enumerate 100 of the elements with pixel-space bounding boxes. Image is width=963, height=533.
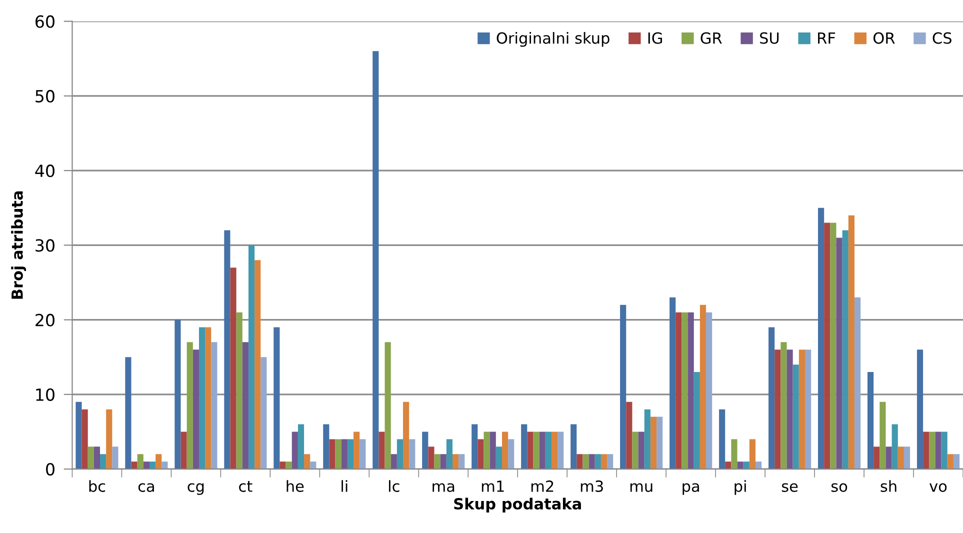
- bar: [656, 416, 663, 470]
- bar: [792, 364, 799, 470]
- bar: [354, 432, 360, 470]
- y-tick-label: 10: [36, 388, 54, 401]
- x-tick-label: so: [831, 483, 848, 492]
- bar: [570, 424, 577, 470]
- bar: [521, 424, 528, 470]
- bar: [551, 432, 558, 470]
- bar: [224, 230, 230, 470]
- bar: [384, 342, 391, 470]
- x-tick-label: sh: [880, 480, 896, 492]
- bar: [854, 297, 861, 470]
- x-tick-label: he: [286, 480, 304, 492]
- bar: [280, 462, 286, 470]
- x-tick-label: mu: [630, 483, 652, 492]
- legend-label: RF: [818, 32, 836, 44]
- bar: [472, 424, 478, 470]
- bar: [600, 454, 608, 470]
- bar: [335, 439, 342, 470]
- legend-label: IG: [648, 32, 662, 44]
- bar: [347, 439, 354, 470]
- bar: [953, 454, 960, 470]
- bar: [539, 432, 546, 470]
- bar: [947, 454, 954, 470]
- bar: [329, 439, 336, 470]
- bar: [274, 327, 280, 470]
- bar: [632, 432, 638, 470]
- bar: [192, 350, 199, 470]
- bar: [804, 350, 812, 470]
- y-tick-label: 60: [36, 15, 54, 28]
- bar: [923, 432, 930, 470]
- bar: [409, 439, 416, 470]
- bar: [780, 342, 787, 470]
- bar: [378, 432, 385, 470]
- bar: [545, 432, 552, 470]
- bar: [898, 446, 904, 470]
- x-tick-label: li: [342, 480, 348, 492]
- bar: [236, 312, 242, 470]
- bar: [458, 454, 465, 470]
- bar: [396, 439, 404, 470]
- bar: [749, 439, 756, 470]
- bar: [638, 432, 644, 470]
- bar: [916, 350, 924, 470]
- bar: [935, 432, 942, 470]
- bar: [88, 446, 94, 470]
- bar: [323, 424, 330, 470]
- x-tick-label: cg: [188, 483, 204, 495]
- bar: [292, 432, 298, 470]
- bar: [836, 238, 842, 470]
- bar: [867, 372, 874, 470]
- bar: [756, 462, 762, 470]
- bar: [830, 222, 836, 470]
- bar: [620, 304, 626, 470]
- bar: [676, 312, 682, 470]
- bar: [100, 454, 106, 470]
- bar: [929, 432, 936, 470]
- bar: [422, 432, 428, 470]
- bar: [607, 454, 614, 470]
- x-tick-label: ct: [239, 481, 252, 492]
- bar: [502, 432, 508, 470]
- bar: [496, 446, 502, 470]
- x-tick-label: se: [782, 483, 798, 492]
- bar: [786, 350, 793, 470]
- bar: [904, 446, 910, 470]
- bar: [880, 402, 886, 470]
- bar: [298, 424, 304, 470]
- bar: [440, 454, 446, 470]
- bar: [242, 342, 248, 470]
- bar: [818, 208, 824, 470]
- bar: [725, 462, 732, 470]
- bar: [137, 454, 144, 470]
- bar: [446, 439, 452, 470]
- x-tick-label: pa: [682, 483, 699, 495]
- bar: [774, 350, 781, 470]
- x-tick-label: lc: [389, 480, 400, 492]
- bar: [82, 409, 88, 470]
- bar: [106, 409, 112, 470]
- x-tick-label: vo: [930, 483, 947, 492]
- bar: [650, 416, 657, 470]
- bar: [198, 327, 206, 470]
- bar: [403, 402, 410, 470]
- bar: [390, 454, 397, 470]
- y-axis-title: Broj atributa: [11, 191, 26, 299]
- bar: [286, 462, 292, 470]
- bar: [594, 454, 601, 470]
- bar: [874, 446, 880, 470]
- bar: [824, 222, 830, 470]
- bar: [743, 462, 750, 470]
- x-tick-label: bc: [89, 480, 106, 492]
- bar: [798, 350, 805, 470]
- bar: [304, 454, 310, 470]
- bar: [737, 462, 744, 470]
- bar: [248, 245, 255, 470]
- bar: [94, 446, 100, 470]
- bar: [941, 432, 948, 470]
- x-tick-label: m2: [531, 480, 554, 492]
- bar: [484, 432, 490, 470]
- bar: [644, 409, 650, 470]
- bar: [886, 446, 892, 470]
- bar: [508, 439, 514, 470]
